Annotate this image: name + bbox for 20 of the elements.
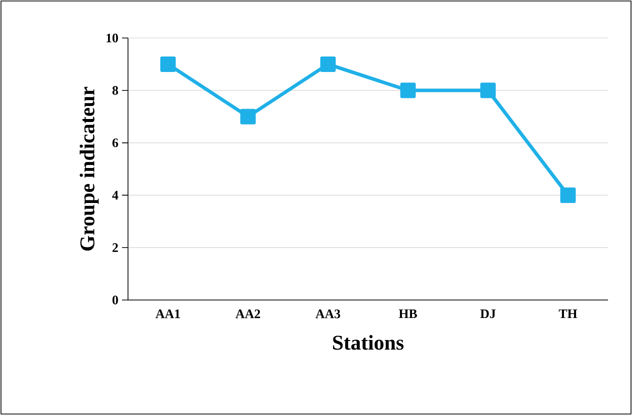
point xyxy=(480,82,496,98)
x-tick-label: TH xyxy=(558,310,578,318)
x-tick-label: AA2 xyxy=(236,310,260,318)
point xyxy=(560,187,576,203)
y-tick-label: 10 xyxy=(106,34,118,42)
y-tick-label: 2 xyxy=(112,243,118,252)
y-tick-label: 4 xyxy=(112,190,118,200)
x-tick-label: AA3 xyxy=(316,310,340,318)
point xyxy=(320,56,336,72)
y-tick-label: 0 xyxy=(112,296,118,304)
y-tick-label: 8 xyxy=(112,86,118,95)
x-axis-title: Stations xyxy=(333,335,404,350)
y-tick-label: 6 xyxy=(112,138,118,148)
point xyxy=(400,82,416,98)
x-tick-label: HB xyxy=(398,310,418,318)
y-axis-title: Groupe indicateur xyxy=(80,86,99,251)
x-tick-label: DJ xyxy=(480,310,496,318)
point xyxy=(160,56,176,72)
x-tick-label: AA1 xyxy=(156,310,180,318)
point xyxy=(240,108,256,124)
